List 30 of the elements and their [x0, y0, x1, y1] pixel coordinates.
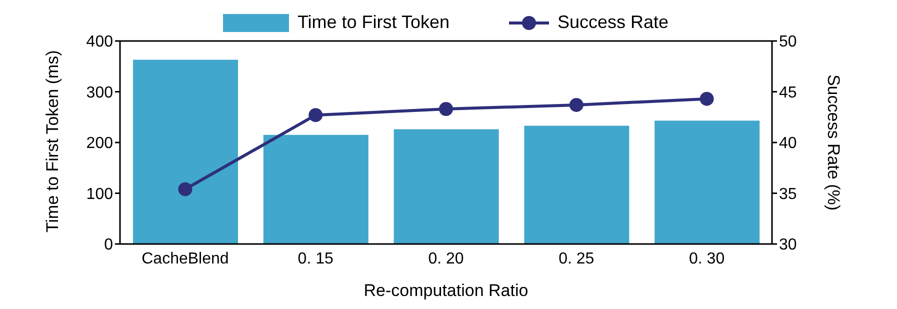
y-tick-label: 200: [86, 135, 114, 152]
point: [569, 98, 584, 112]
x-tick-label: 0. 20: [428, 250, 464, 268]
point: [308, 108, 323, 122]
x-tick-label: 0. 30: [689, 250, 725, 268]
x-tick-label: 0. 25: [558, 250, 594, 268]
y-tick-label: 0: [104, 236, 114, 254]
y2-tick-label: 50: [779, 34, 797, 51]
y-axis-title: Time to First Token (ms): [43, 50, 62, 232]
y-tick-label: 400: [86, 34, 114, 51]
x-tick-label: 0. 15: [298, 250, 334, 268]
point: [178, 182, 192, 196]
bar: [394, 129, 499, 244]
legend-label: Time to First Token: [297, 12, 450, 33]
bar: [524, 126, 630, 244]
point: [700, 92, 714, 106]
y2-tick-label: 35: [779, 186, 797, 203]
y-tick-label: 100: [86, 186, 114, 203]
y2-axis-title: Success Rate (%): [824, 74, 843, 211]
y-tick-label: 300: [86, 84, 114, 102]
bar: [263, 134, 368, 244]
y2-tick-label: 40: [779, 135, 797, 152]
bar: [133, 60, 238, 244]
x-axis-title: Re-computation Ratio: [364, 281, 528, 300]
y2-tick-label: 45: [779, 84, 797, 102]
point: [439, 102, 453, 116]
legend-label: Success Rate: [557, 12, 669, 33]
y2-tick-label: 30: [779, 236, 797, 254]
bar: [654, 120, 760, 244]
x-tick-label: CacheBlend: [142, 250, 229, 268]
